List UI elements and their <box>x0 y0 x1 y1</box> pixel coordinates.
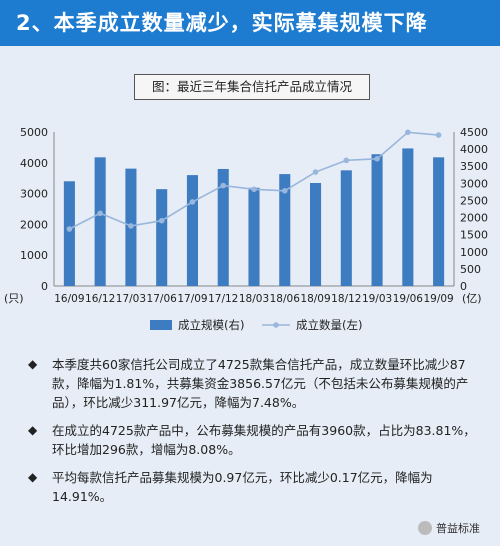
bullet-list: ◆ 本季度共60家信托公司成立了4725款集合信托产品，成立数量环比减少87款，… <box>28 355 488 515</box>
y-left-unit: (只) <box>4 292 24 305</box>
x-tick-label: 18/12 <box>331 293 361 305</box>
bullet-item: ◆ 平均每款信托产品募集规模为0.97亿元，环比减少0.17亿元，降幅为14.9… <box>28 468 488 506</box>
x-tick-label: 17/12 <box>208 293 238 305</box>
line-point <box>374 155 380 162</box>
bar <box>63 181 75 286</box>
x-tick-label: 19/03 <box>362 293 392 305</box>
watermark: 普益标准 <box>418 520 480 536</box>
y-right-unit: (亿) <box>462 292 482 305</box>
x-tick-label: 18/03 <box>239 293 269 305</box>
line-point <box>220 182 227 189</box>
legend-bar-swatch <box>150 320 172 330</box>
legend-bar-label: 成立规模(右) <box>178 318 244 332</box>
y-right-tick-label: 1500 <box>460 229 488 242</box>
y-right-tick-label: 2000 <box>460 212 488 225</box>
x-tick-label: 17/03 <box>116 293 146 305</box>
line-point <box>281 188 288 194</box>
section-title: 2、本季成立数量减少，实际募集规模下降 <box>16 11 428 35</box>
line-point <box>312 169 319 175</box>
y-left-tick-label: 5000 <box>20 126 48 139</box>
diamond-icon: ◆ <box>28 423 38 437</box>
bar <box>402 148 414 286</box>
bullet-item: ◆ 在成立的4725款产品中，公布募集规模的产品有3960款，占比为83.81%… <box>28 421 488 459</box>
y-left-tick-label: 1000 <box>20 249 48 262</box>
bar <box>310 182 322 286</box>
bullet-text: 本季度共60家信托公司成立了4725款集合信托产品，成立数量环比减少87款，降幅… <box>52 357 469 410</box>
line-point <box>158 217 165 224</box>
bullet-text: 在成立的4725款产品中，公布募集规模的产品有3960款，占比为83.81%，环… <box>52 423 476 457</box>
bar <box>340 170 352 286</box>
y-left-tick-label: 2000 <box>20 218 48 231</box>
x-tick-label: 16/12 <box>85 293 115 305</box>
y-right-tick-label: 500 <box>460 263 481 276</box>
line-point <box>97 210 103 217</box>
bullet-text: 平均每款信托产品募集规模为0.97亿元，环比减少0.17亿元，降幅为14.91%… <box>52 470 433 504</box>
bar <box>279 174 291 286</box>
combo-chart: 0 1000 2000 3000 4000 5000 0 500 1000 1500 2000 250… <box>4 126 488 332</box>
bar <box>433 157 445 286</box>
diamond-icon: ◆ <box>28 357 38 371</box>
x-tick-label: 17/09 <box>177 293 207 305</box>
y-right-tick-label: 3000 <box>460 177 488 190</box>
y-right-tick-label: 3500 <box>460 160 488 173</box>
y-left-tick-label: 3000 <box>20 188 48 201</box>
legend-line-label: 成立数量(左) <box>296 318 362 332</box>
diamond-icon: ◆ <box>28 470 38 484</box>
y-left-tick-label: 4000 <box>20 157 48 170</box>
y-right-tick-label: 4500 <box>460 126 488 139</box>
bar <box>217 168 229 286</box>
bullet-item: ◆ 本季度共60家信托公司成立了4725款集合信托产品，成立数量环比减少87款，… <box>28 355 488 412</box>
bar <box>156 189 168 286</box>
legend-line-marker <box>273 322 279 328</box>
line-point <box>251 186 257 193</box>
bar <box>248 187 260 286</box>
wechat-icon <box>418 521 432 535</box>
x-tick-label: 19/06 <box>393 293 424 305</box>
section-header: 2、本季成立数量减少，实际募集规模下降 <box>0 0 500 46</box>
bar <box>94 157 106 286</box>
chart-container: 0 1000 2000 3000 4000 5000 0 500 1000 1500 2000 250… <box>0 110 500 346</box>
y-right-tick-label: 0 <box>460 280 467 293</box>
bar <box>186 175 198 286</box>
line-point <box>189 199 196 205</box>
line-point <box>435 132 442 138</box>
line-point <box>405 129 411 136</box>
x-tick-label: 18/09 <box>300 293 330 305</box>
bar <box>371 154 383 286</box>
x-tick-label: 16/09 <box>54 293 84 305</box>
x-tick-label: 18/06 <box>270 293 301 305</box>
x-tick-label: 19/09 <box>423 293 453 305</box>
line-point <box>343 157 350 164</box>
watermark-text: 普益标准 <box>436 522 480 535</box>
line-point <box>128 223 134 229</box>
figure-title-box: 图：最近三年集合信托产品成立情况 <box>134 74 370 100</box>
figure-title: 图：最近三年集合信托产品成立情况 <box>151 79 352 94</box>
x-tick-label: 17/06 <box>147 293 178 305</box>
y-right-tick-label: 1000 <box>460 246 488 259</box>
y-left-tick-label: 0 <box>41 280 48 293</box>
line-point <box>66 226 73 232</box>
y-right-tick-label: 2500 <box>460 194 488 207</box>
y-right-tick-label: 4000 <box>460 143 488 156</box>
